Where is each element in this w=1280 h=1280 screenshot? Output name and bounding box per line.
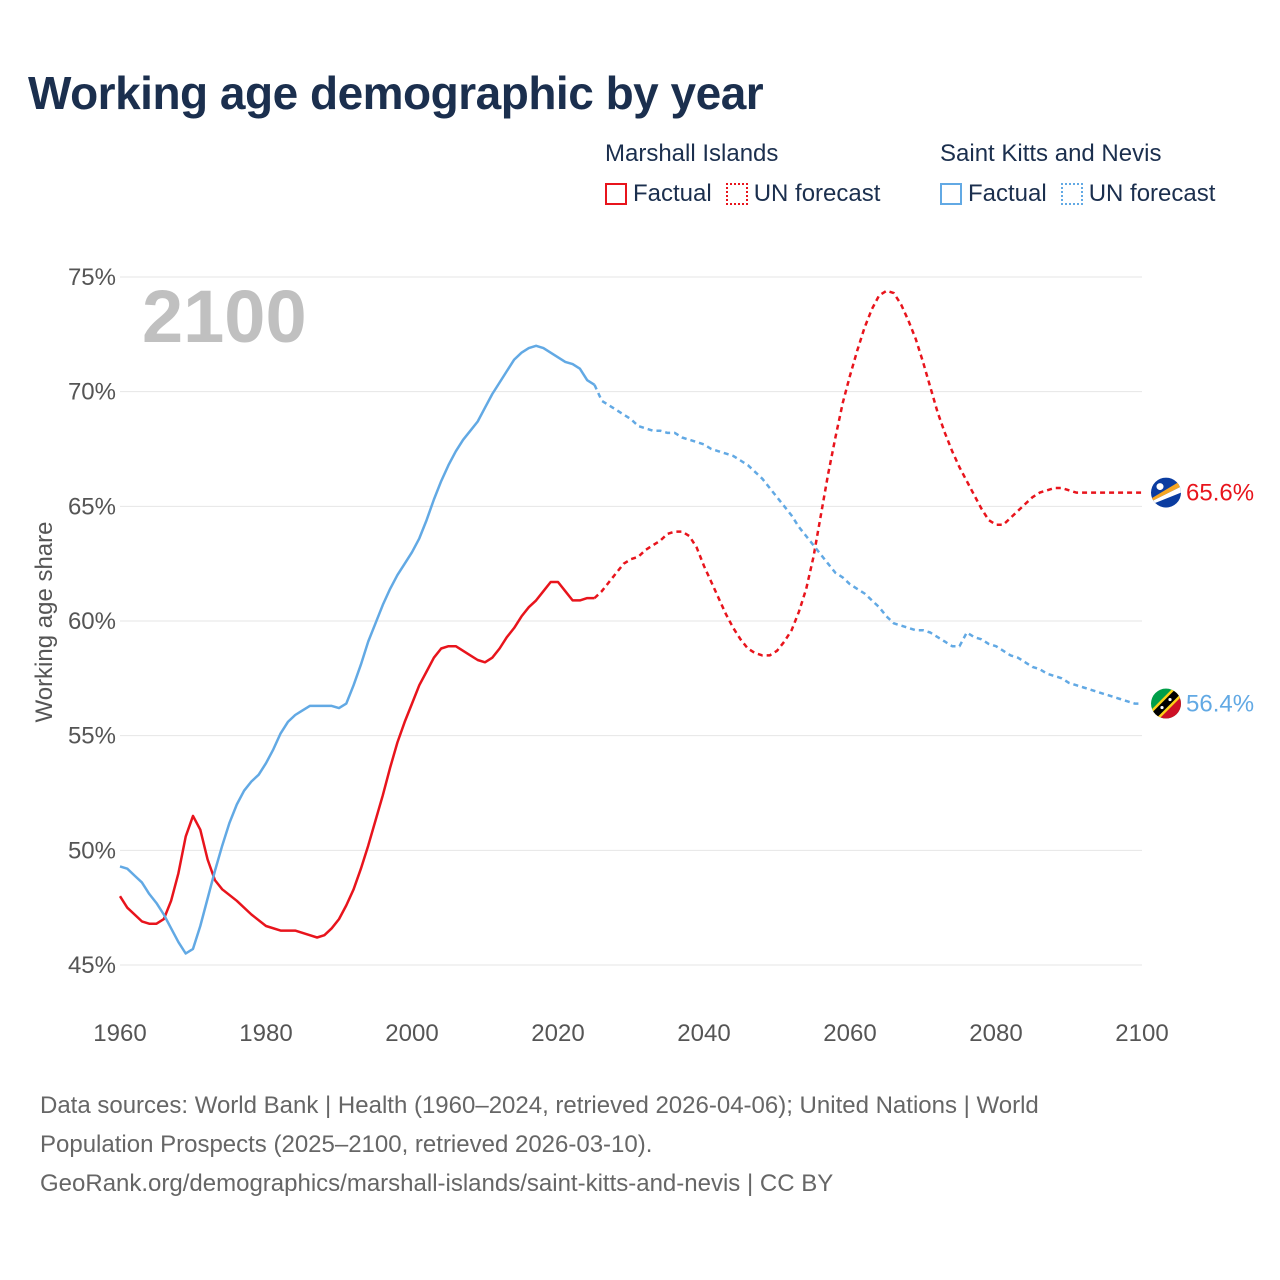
x-tick-label: 1960 [93,1020,146,1047]
x-tick-label: 1980 [239,1020,292,1047]
legend-swatch-forecast [725,183,748,205]
legend-item-factual[interactable]: Factual [940,180,1047,208]
sources-line-2: Population Prospects (2025–2100, retriev… [40,1131,653,1158]
y-tick-label: 45% [68,952,116,979]
legend-label-factual: Factual [968,180,1047,207]
legend-label-forecast: UN forecast [753,180,881,207]
legend-saint-kitts-and-nevis: Saint Kitts and Nevis Factual UN forecas… [940,140,1215,208]
sources-line-3: GeoRank.org/demographics/marshall-island… [40,1170,834,1197]
legend-swatch-forecast [1060,183,1083,205]
x-tick-label: 2060 [823,1020,876,1047]
legend-item-forecast[interactable]: UN forecast [725,180,881,208]
year-watermark: 2100 [142,275,307,358]
x-tick-label: 2020 [531,1020,584,1047]
x-tick-label: 2000 [385,1020,438,1047]
series-line-marshall-islands-forecast[interactable] [593,289,1143,657]
series-line-marshall-islands-factual[interactable] [118,580,595,939]
legend-group-label: Saint Kitts and Nevis [940,140,1162,167]
end-value-label-marshall-islands: 65.6% [1186,480,1254,507]
grid-lines [120,276,1142,966]
y-tick-label: 70% [68,379,116,406]
legend-label-forecast: UN forecast [1088,180,1216,207]
legend-swatch-factual [605,183,627,205]
y-tick-label: 50% [68,837,116,864]
y-tick-label: 65% [68,493,116,520]
flag-marker-marshall-islands [1151,477,1181,508]
end-value-label-saint-kitts-and-nevis: 56.4% [1186,691,1254,718]
y-axis-label: Working age share [31,522,58,723]
end-markers: 65.6% 56.4% [1151,477,1254,719]
legend-label-factual: Factual [633,180,712,207]
x-tick-label: 2100 [1115,1020,1168,1047]
y-tick-label: 75% [68,264,116,291]
data-sources: Data sources: World Bank | Health (1960–… [40,1086,1240,1203]
series-line-saint-kitts-and-nevis-factual[interactable] [119,344,596,955]
flag-marker-saint-kitts-and-nevis [1151,688,1181,719]
axis-ticks: 45% 50% 55% 60% 65% 70% 75% 1960 1980 2000 2020 204… [68,264,1169,1047]
legend-marshall-islands: Marshall Islands Factual UN forecast [605,140,880,208]
sources-line-1: Data sources: World Bank | Health (1960–… [40,1092,1039,1119]
line-chart: 2100 Working age share 45% 50% 55% 60% 65% 70… [31,264,1254,1047]
series-lines [118,289,1143,955]
legend-group-label: Marshall Islands [605,140,779,167]
y-tick-label: 60% [68,608,116,635]
legend-item-factual[interactable]: Factual [605,180,712,208]
series-line-saint-kitts-and-nevis-forecast[interactable] [593,384,1143,705]
legend-swatch-factual [940,183,962,205]
chart-title: Working age demographic by year [28,67,764,119]
x-tick-label: 2040 [677,1020,730,1047]
legend-item-forecast[interactable]: UN forecast [1060,180,1216,208]
y-tick-label: 55% [68,723,116,750]
x-tick-label: 2080 [969,1020,1022,1047]
